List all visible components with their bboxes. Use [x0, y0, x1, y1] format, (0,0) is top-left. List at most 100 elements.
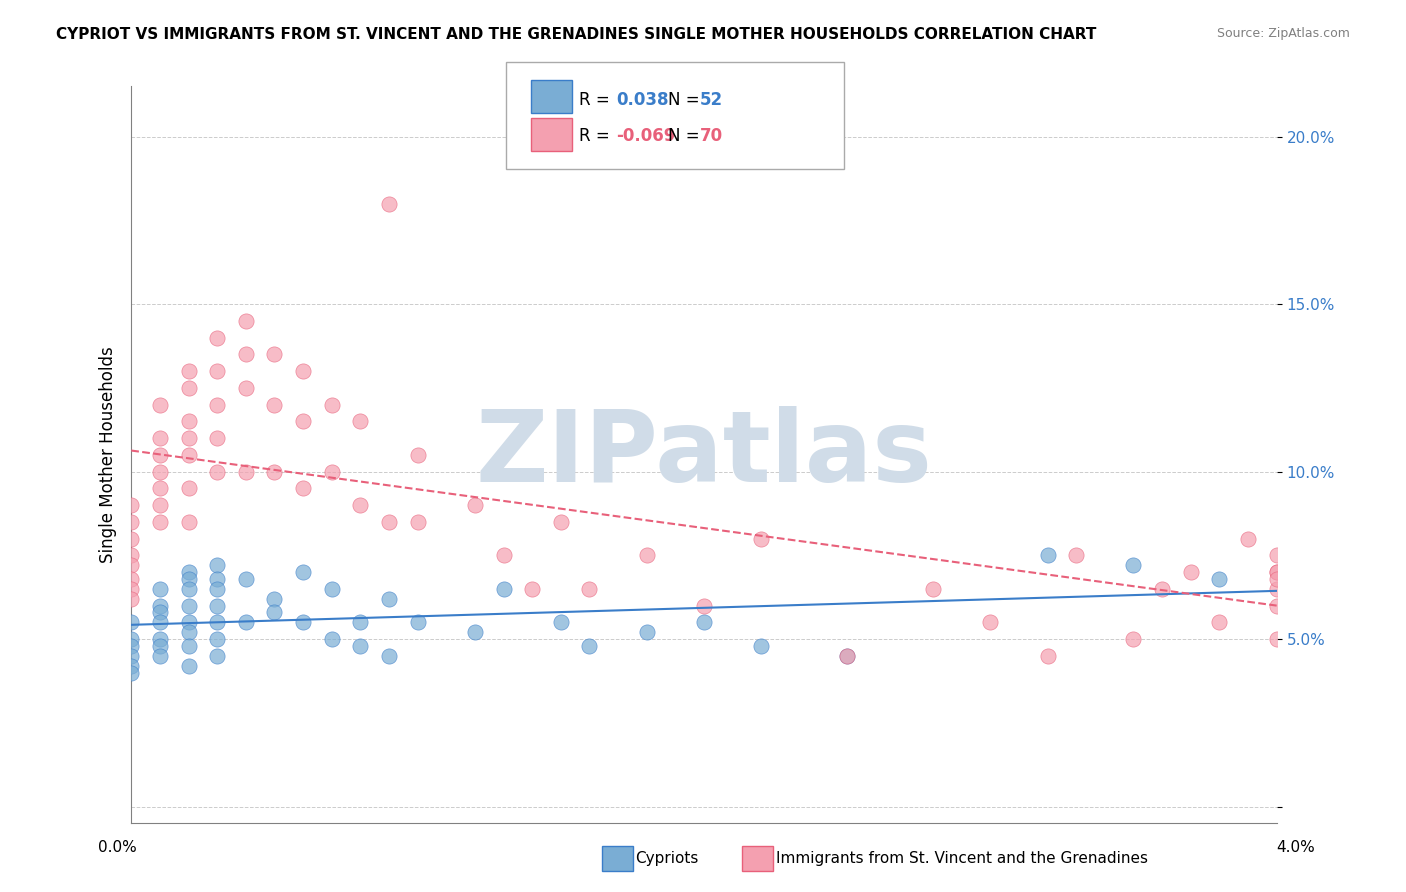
Point [205, 331, 228, 345]
Point [149, 498, 172, 512]
Point [177, 448, 200, 462]
Point [149, 599, 172, 613]
Point [292, 615, 315, 630]
Point [149, 431, 172, 445]
Point [235, 615, 257, 630]
Point [177, 615, 200, 630]
Text: Cypriots: Cypriots [636, 852, 699, 866]
Point [177, 599, 200, 613]
Point [378, 515, 401, 529]
Point [149, 515, 172, 529]
Point [1265, 632, 1288, 647]
Point [205, 558, 228, 573]
Point [149, 465, 172, 479]
Point [1122, 558, 1144, 573]
Point [837, 648, 859, 663]
Point [378, 592, 401, 607]
Point [292, 482, 315, 496]
Point [120, 572, 142, 586]
Point [149, 648, 172, 663]
Point [1237, 532, 1260, 546]
Point [177, 639, 200, 653]
Point [177, 582, 200, 596]
Text: 70: 70 [700, 127, 723, 145]
Point [1265, 565, 1288, 579]
Point [120, 558, 142, 573]
Text: 4.0%: 4.0% [1275, 840, 1315, 855]
Point [1122, 632, 1144, 647]
Point [464, 625, 486, 640]
Point [263, 592, 285, 607]
Point [636, 549, 658, 563]
Point [263, 606, 285, 620]
Point [406, 448, 429, 462]
Point [349, 498, 371, 512]
Point [349, 639, 371, 653]
Point [263, 347, 285, 361]
Point [205, 599, 228, 613]
Point [177, 572, 200, 586]
Point [120, 532, 142, 546]
Point [177, 625, 200, 640]
Point [235, 465, 257, 479]
Point [349, 414, 371, 428]
Text: Source: ZipAtlas.com: Source: ZipAtlas.com [1216, 27, 1350, 40]
Point [520, 582, 543, 596]
Point [578, 582, 600, 596]
Point [636, 625, 658, 640]
Point [205, 398, 228, 412]
Text: N =: N = [668, 91, 704, 109]
Point [235, 347, 257, 361]
Point [235, 381, 257, 395]
Point [149, 398, 172, 412]
Point [1152, 582, 1174, 596]
Point [205, 572, 228, 586]
Text: Immigrants from St. Vincent and the Grenadines: Immigrants from St. Vincent and the Gren… [776, 852, 1149, 866]
Point [177, 515, 200, 529]
Text: N =: N = [668, 127, 704, 145]
Text: 0.0%: 0.0% [98, 840, 138, 855]
Point [120, 648, 142, 663]
Point [120, 582, 142, 596]
Point [1036, 549, 1059, 563]
Point [120, 615, 142, 630]
Text: 52: 52 [700, 91, 723, 109]
Point [120, 665, 142, 680]
Point [292, 414, 315, 428]
Point [321, 398, 343, 412]
Point [979, 615, 1001, 630]
Point [1208, 572, 1230, 586]
Point [749, 639, 772, 653]
Point [292, 364, 315, 378]
Point [205, 364, 228, 378]
Point [1265, 565, 1288, 579]
Point [550, 615, 572, 630]
Point [177, 364, 200, 378]
Text: R =: R = [579, 127, 616, 145]
Point [292, 565, 315, 579]
Point [149, 615, 172, 630]
Point [321, 465, 343, 479]
Point [749, 532, 772, 546]
Point [1265, 599, 1288, 613]
Point [492, 582, 515, 596]
Point [693, 615, 716, 630]
Point [1265, 572, 1288, 586]
Point [235, 314, 257, 328]
Point [120, 592, 142, 607]
Point [149, 582, 172, 596]
Point [321, 632, 343, 647]
Point [492, 549, 515, 563]
Point [149, 448, 172, 462]
Point [120, 498, 142, 512]
Point [837, 648, 859, 663]
Point [349, 615, 371, 630]
Point [263, 398, 285, 412]
Text: -0.069: -0.069 [616, 127, 675, 145]
Point [321, 582, 343, 596]
Point [205, 431, 228, 445]
Point [1208, 615, 1230, 630]
Point [120, 632, 142, 647]
Point [378, 648, 401, 663]
Point [1265, 582, 1288, 596]
